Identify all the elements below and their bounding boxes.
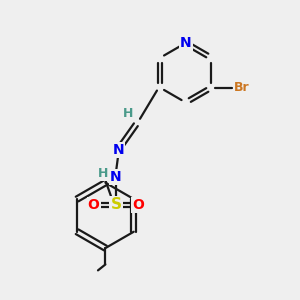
Text: O: O (88, 198, 100, 212)
Text: N: N (112, 143, 124, 157)
Text: Br: Br (234, 81, 250, 94)
Text: N: N (180, 36, 191, 50)
Text: N: N (110, 170, 122, 184)
Text: O: O (132, 198, 144, 212)
Text: H: H (123, 107, 133, 120)
Text: H: H (98, 167, 109, 180)
Text: S: S (110, 197, 122, 212)
